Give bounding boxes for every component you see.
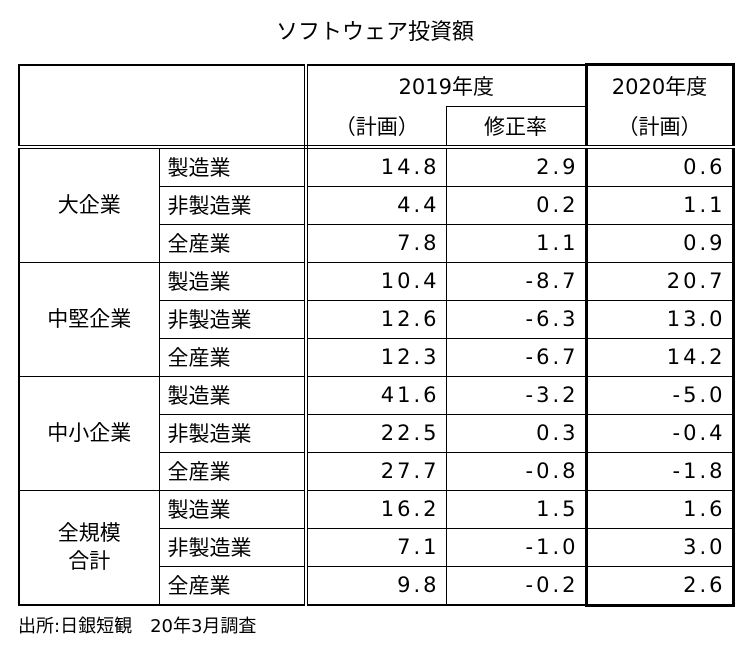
group-label: 中小企業 (47, 421, 132, 445)
header-row: 2019年度 2020年度 (18, 63, 735, 149)
value-cell: 12.6 (305, 299, 447, 339)
group-cell: 大企業 (18, 146, 160, 263)
corner-cell (18, 64, 308, 149)
value-cell: -5.0 (584, 375, 735, 415)
value-cell: 2.6 (584, 565, 735, 607)
value-cell: 0.9 (584, 223, 735, 263)
value-cell: 14.2 (584, 337, 735, 377)
industry-cell: 製造業 (158, 489, 308, 529)
data-row: 全産業 9.8 -0.2 2.6 (19, 565, 735, 607)
data-row: 中堅企業 製造業 10.4 -8.7 20.7 (18, 261, 735, 377)
value-cell: 41.6 (305, 375, 447, 415)
group-cell: 全規模 合計 (18, 489, 160, 606)
group-label: 合計 (68, 549, 111, 574)
value-cell: -6.7 (445, 337, 587, 377)
value-cell: 7.8 (305, 223, 447, 263)
value-cell: 14.8 (305, 146, 447, 187)
data-row: 全産業 27.7 -0.8 -1.8 (19, 451, 735, 491)
plan-2020-header: （計画） (584, 106, 735, 149)
industry-cell: 非製造業 (158, 527, 308, 567)
data-row: 全産業 7.8 1.1 0.9 (19, 223, 735, 263)
data-row: 中小企業 製造業 41.6 -3.2 -5.0 (18, 375, 735, 491)
value-cell: -1.8 (584, 451, 735, 491)
value-cell: -0.4 (584, 413, 735, 453)
industry-cell: 非製造業 (158, 185, 308, 225)
table: 2019年度 2020年度 （計画） 修正率 （計画） 大企業 製造業 14.8 2.9 0.6 非… (18, 63, 735, 607)
header-row: （計画） 修正率 （計画） (19, 106, 735, 149)
value-cell: 9.8 (305, 565, 447, 606)
revision-header: 修正率 (445, 106, 587, 149)
value-cell: 2.9 (445, 146, 587, 187)
value-cell: 1.1 (584, 185, 735, 225)
value-cell: 16.2 (305, 489, 447, 529)
value-cell: 1.1 (445, 223, 587, 263)
group-label: 大企業 (57, 193, 121, 217)
data-row: 大企業 製造業 14.8 2.9 0.6 (18, 146, 735, 263)
value-cell: 0.6 (584, 146, 735, 187)
data-row: 非製造業 7.1 -1.0 3.0 (19, 527, 735, 567)
group-cell: 中小企業 (18, 375, 160, 491)
value-cell: 0.2 (445, 185, 587, 225)
value-cell: 0.3 (445, 413, 587, 453)
industry-cell: 全産業 (158, 565, 308, 606)
value-cell: -3.2 (445, 375, 587, 415)
value-cell: -0.8 (445, 451, 587, 491)
value-cell: 7.1 (305, 527, 447, 567)
data-row: 非製造業 12.6 -6.3 13.0 (19, 299, 735, 339)
value-cell: 3.0 (584, 527, 735, 567)
industry-cell: 全産業 (158, 223, 308, 263)
industry-cell: 非製造業 (158, 413, 308, 453)
year-2020-header: 2020年度 (584, 63, 735, 107)
data-row: 全規模 合計 製造業 16.2 1.5 1.6 (18, 489, 735, 606)
value-cell: 1.5 (445, 489, 587, 529)
value-cell: 1.6 (584, 489, 735, 529)
industry-cell: 製造業 (158, 261, 308, 301)
value-cell: -1.0 (445, 527, 587, 567)
group-cell: 中堅企業 (18, 261, 160, 377)
industry-cell: 全産業 (158, 337, 308, 377)
industry-cell: 製造業 (158, 146, 308, 187)
value-cell: 27.7 (305, 451, 447, 491)
value-cell: 22.5 (305, 413, 447, 453)
plan-2019-header: （計画） (305, 106, 447, 149)
value-cell: 13.0 (584, 299, 735, 339)
value-cell: -0.2 (445, 565, 587, 606)
value-cell: -6.3 (445, 299, 587, 339)
data-row: 非製造業 4.4 0.2 1.1 (19, 185, 735, 225)
value-cell: 4.4 (305, 185, 447, 225)
value-cell: 10.4 (305, 261, 447, 301)
year-2019-header: 2019年度 (305, 64, 587, 107)
footer: 出所:日銀短観 20年3月調査 (18, 616, 257, 637)
industry-cell: 全産業 (158, 451, 308, 491)
title: ソフトウェア投資額 (275, 20, 474, 45)
group-label: 全規模 (57, 521, 121, 546)
industry-cell: 非製造業 (158, 299, 308, 339)
value-cell: -8.7 (445, 261, 587, 301)
industry-cell: 製造業 (158, 375, 308, 415)
data-row: 全産業 12.3 -6.7 14.2 (19, 337, 735, 377)
group-label: 中堅企業 (47, 307, 132, 331)
value-cell: 12.3 (305, 337, 447, 377)
value-cell: 20.7 (584, 261, 735, 301)
